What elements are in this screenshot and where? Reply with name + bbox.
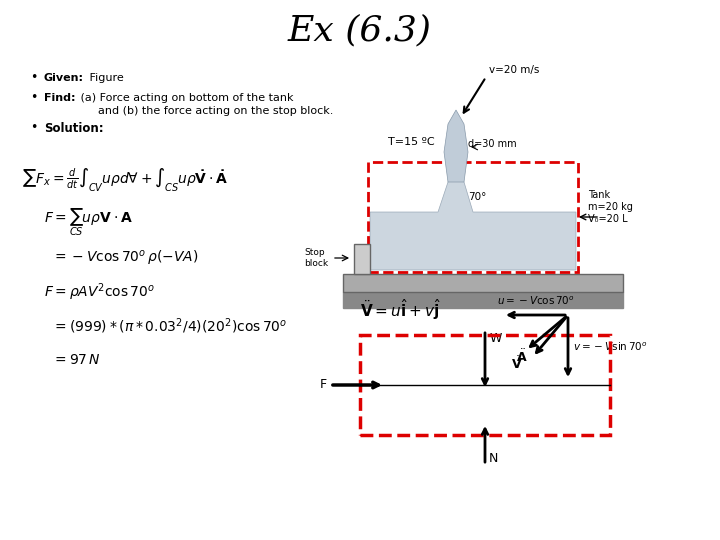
Text: $= -V\cos 70^o\, \rho(-VA)$: $= -V\cos 70^o\, \rho(-VA)$ — [52, 248, 199, 267]
Text: d=30 mm: d=30 mm — [468, 139, 517, 149]
Text: N: N — [489, 452, 498, 465]
Text: $\dot{\mathbf{V}}$: $\dot{\mathbf{V}}$ — [511, 355, 523, 372]
Text: •: • — [30, 91, 37, 105]
Text: W: W — [490, 332, 503, 345]
Text: (a) Force acting on bottom of the tank: (a) Force acting on bottom of the tank — [77, 93, 294, 103]
Text: $\ddot{\mathbf{V}} = u\hat{\mathbf{i}} + v\hat{\mathbf{j}}$: $\ddot{\mathbf{V}} = u\hat{\mathbf{i}} +… — [360, 298, 441, 322]
Text: Tank
m=20 kg
V₀=20 L: Tank m=20 kg V₀=20 L — [588, 191, 633, 224]
Text: F: F — [320, 379, 327, 392]
Text: $F = \rho AV^2 \cos 70^o$: $F = \rho AV^2 \cos 70^o$ — [44, 281, 156, 303]
Text: •: • — [30, 122, 37, 134]
Polygon shape — [444, 110, 468, 182]
Text: $\sum F_x = \frac{d}{dt}\int_{CV} u\rho d\forall + \int_{CS} u\rho\mathbf{\dot{V: $\sum F_x = \frac{d}{dt}\int_{CV} u\rho … — [22, 166, 228, 194]
Text: Stop
block: Stop block — [304, 248, 328, 268]
Text: $F = \sum_{CS} u\rho\mathbf{V}\cdot\mathbf{A}$: $F = \sum_{CS} u\rho\mathbf{V}\cdot\math… — [44, 206, 132, 238]
Text: T=15 ºC: T=15 ºC — [388, 137, 435, 147]
Bar — [354, 244, 370, 274]
Text: •: • — [30, 71, 37, 84]
Text: $u=-V\cos 70^o$: $u=-V\cos 70^o$ — [497, 295, 575, 307]
Text: Ex (6.3): Ex (6.3) — [288, 13, 432, 47]
Text: $v=-V\sin 70^o$: $v=-V\sin 70^o$ — [573, 341, 648, 353]
Bar — [343, 292, 623, 308]
Text: v=20 m/s: v=20 m/s — [489, 65, 539, 75]
Text: $\ddot{\mathbf{A}}$: $\ddot{\mathbf{A}}$ — [516, 349, 528, 366]
Bar — [343, 274, 623, 292]
Text: $= (999)*(\pi * 0.03^2/4)(20^2)\cos 70^o$: $= (999)*(\pi * 0.03^2/4)(20^2)\cos 70^o… — [52, 316, 287, 336]
Text: Solution:: Solution: — [44, 122, 104, 134]
Text: 70°: 70° — [468, 192, 487, 202]
Polygon shape — [370, 172, 576, 270]
Text: and (b) the force acting on the stop block.: and (b) the force acting on the stop blo… — [77, 106, 333, 116]
Text: $= 97\,N$: $= 97\,N$ — [52, 353, 101, 367]
Text: Figure: Figure — [86, 73, 124, 83]
Text: Given:: Given: — [44, 73, 84, 83]
Text: Find:: Find: — [44, 93, 76, 103]
Bar — [368, 162, 578, 272]
Bar — [360, 335, 610, 435]
